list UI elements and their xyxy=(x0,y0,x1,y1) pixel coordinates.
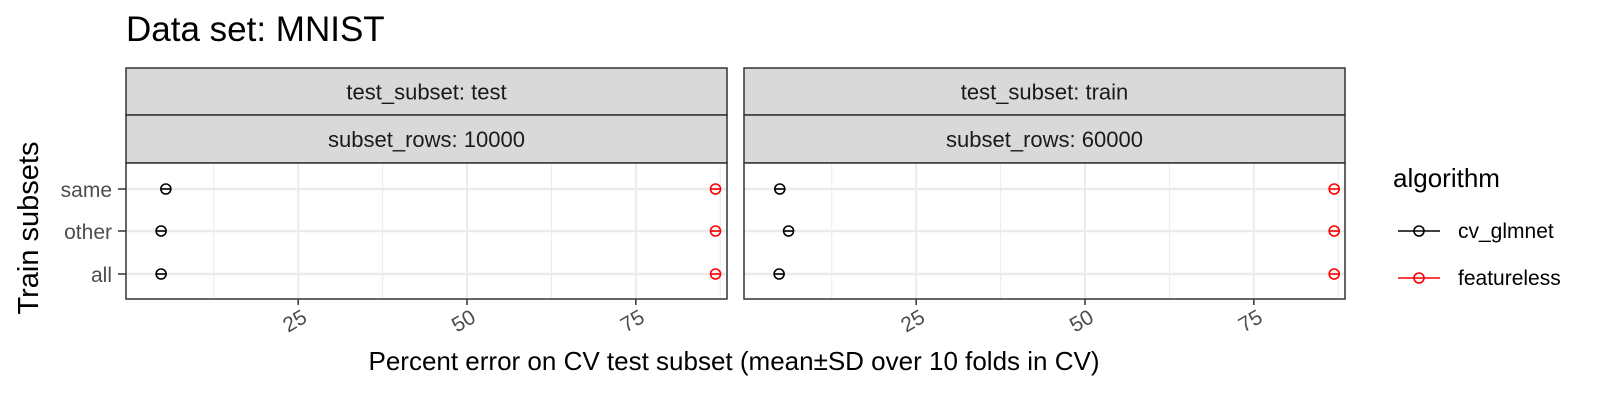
x-tick-label: 50 xyxy=(1066,306,1098,338)
facet-strip-top-label: test_subset: test xyxy=(346,80,506,105)
x-axis-title: Percent error on CV test subset (mean±SD… xyxy=(368,346,1099,376)
legend-label: featureless xyxy=(1458,267,1561,290)
legend-key-point xyxy=(1413,225,1425,237)
y-tick-label: other xyxy=(64,221,112,244)
legend-label: cv_glmnet xyxy=(1458,220,1554,243)
x-tick-label: 75 xyxy=(1235,306,1267,338)
facet-strip-bottom xyxy=(125,114,728,164)
legend-title: algorithm xyxy=(1393,163,1500,193)
facet-strip-top-label: test_subset: train xyxy=(961,80,1129,105)
x-tick-label: 25 xyxy=(897,306,929,338)
facet-strip-top xyxy=(125,67,728,116)
facet-strip-top xyxy=(743,67,1346,116)
facet-strip-bottom-label: subset_rows: 60000 xyxy=(946,127,1143,152)
facet-panel: test_subset: test subset_rows: 10000 25 50 7… xyxy=(125,67,728,338)
facet-strip-bottom-label: subset_rows: 10000 xyxy=(328,127,525,152)
x-tick-label: 50 xyxy=(448,306,480,338)
x-tick-label: 75 xyxy=(617,306,649,338)
y-axis-title: Train subsets xyxy=(13,142,45,315)
y-axis: same other all xyxy=(61,179,126,287)
chart-title: Data set: MNIST xyxy=(126,10,385,49)
panel-border xyxy=(743,162,1346,300)
facet-strip-bottom xyxy=(743,114,1346,164)
y-tick-label: same xyxy=(61,179,112,202)
legend-key-point xyxy=(1413,272,1425,284)
x-tick-label: 25 xyxy=(279,306,311,338)
facet-panel: test_subset: train subset_rows: 60000 25 50… xyxy=(743,67,1346,338)
y-tick-label: all xyxy=(91,264,112,287)
